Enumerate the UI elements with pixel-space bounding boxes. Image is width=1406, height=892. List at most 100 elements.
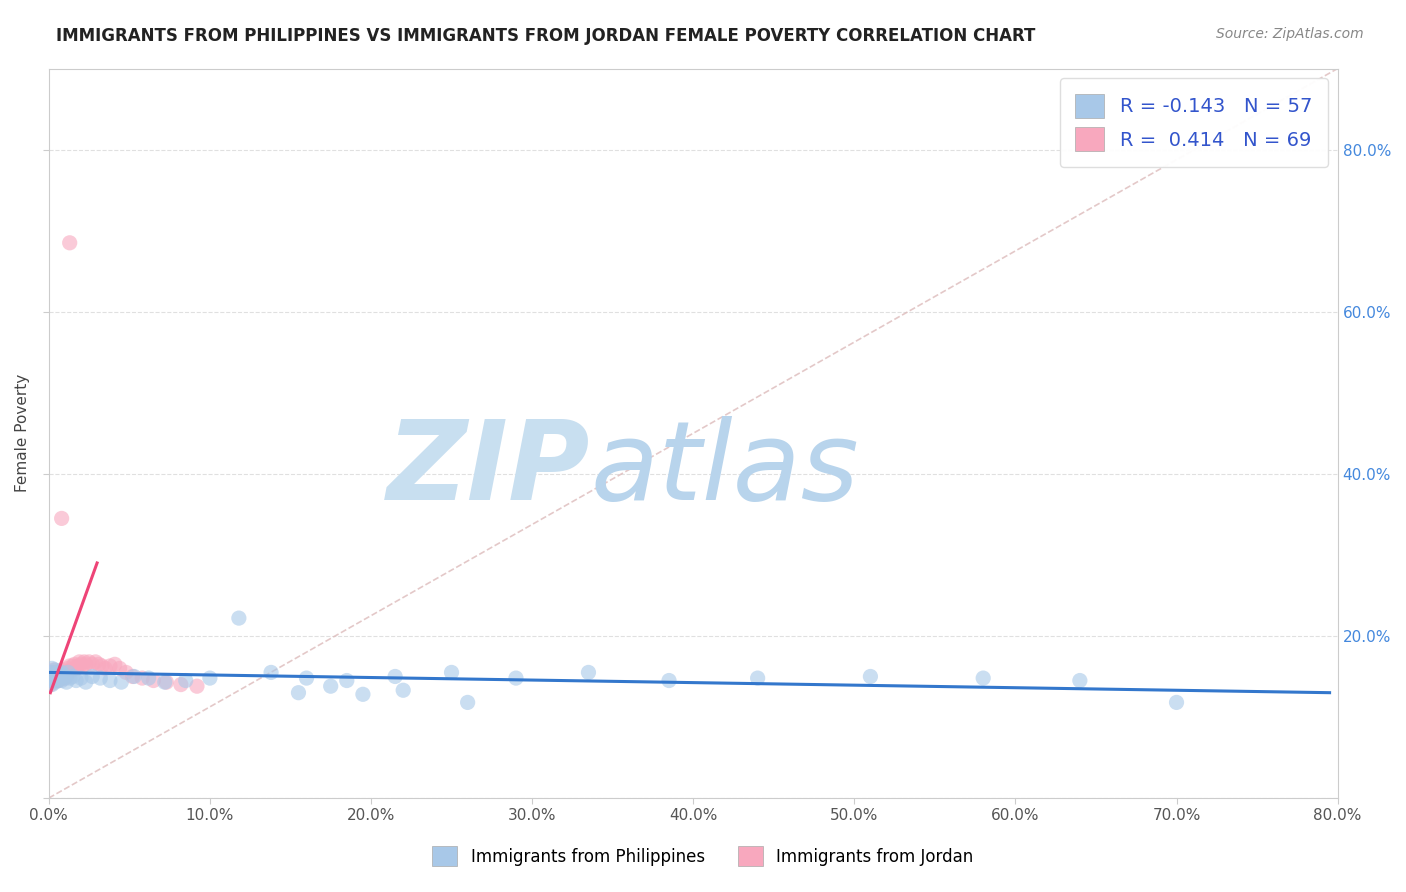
Point <box>67 655 90 669</box>
Point <box>260 665 283 680</box>
Point <box>52 669 75 683</box>
Point <box>48 671 70 685</box>
Point <box>384 669 406 683</box>
Point <box>39 677 62 691</box>
Text: ZIP: ZIP <box>387 417 591 524</box>
Point <box>39 671 62 685</box>
Legend: Immigrants from Philippines, Immigrants from Jordan: Immigrants from Philippines, Immigrants … <box>425 838 981 875</box>
Point <box>89 671 111 685</box>
Point <box>44 669 66 683</box>
Point <box>155 675 177 690</box>
Point <box>59 671 82 685</box>
Point <box>59 665 82 680</box>
Point <box>44 667 66 681</box>
Point <box>65 673 87 688</box>
Point <box>336 673 359 688</box>
Point <box>39 665 62 680</box>
Point <box>110 675 132 690</box>
Point <box>228 611 250 625</box>
Point <box>41 668 63 682</box>
Text: IMMIGRANTS FROM PHILIPPINES VS IMMIGRANTS FROM JORDAN FEMALE POVERTY CORRELATION: IMMIGRANTS FROM PHILIPPINES VS IMMIGRANT… <box>56 27 1036 45</box>
Point <box>90 659 112 673</box>
Point <box>82 657 104 672</box>
Point <box>75 675 97 690</box>
Point <box>138 671 160 685</box>
Point <box>39 673 62 688</box>
Point <box>55 675 77 690</box>
Point <box>51 511 73 525</box>
Point <box>186 679 208 693</box>
Point <box>747 671 769 685</box>
Point <box>41 669 63 683</box>
Point <box>49 671 72 685</box>
Point <box>44 671 66 685</box>
Point <box>72 659 94 673</box>
Y-axis label: Female Poverty: Female Poverty <box>15 374 30 492</box>
Point <box>972 671 994 685</box>
Legend: R = -0.143   N = 57, R =  0.414   N = 69: R = -0.143 N = 57, R = 0.414 N = 69 <box>1060 78 1327 167</box>
Point <box>59 235 82 250</box>
Point <box>70 671 93 685</box>
Point <box>319 679 342 693</box>
Point <box>45 673 67 688</box>
Point <box>142 673 165 688</box>
Point <box>41 661 63 675</box>
Point <box>62 659 84 673</box>
Point <box>53 671 76 685</box>
Point <box>41 677 63 691</box>
Point <box>49 671 72 685</box>
Point <box>56 665 79 680</box>
Point <box>287 686 309 700</box>
Point <box>75 657 97 672</box>
Point <box>174 673 197 688</box>
Point <box>42 673 65 688</box>
Point <box>62 669 84 683</box>
Point <box>65 661 87 675</box>
Point <box>45 669 67 683</box>
Point <box>48 673 70 688</box>
Point <box>198 671 221 685</box>
Point <box>60 663 83 677</box>
Point <box>44 663 66 677</box>
Point <box>48 673 70 688</box>
Point <box>170 677 193 691</box>
Point <box>122 669 145 683</box>
Point <box>42 663 65 677</box>
Point <box>392 683 415 698</box>
Point <box>457 695 479 709</box>
Point <box>51 667 73 681</box>
Point <box>52 665 75 680</box>
Point <box>108 661 131 675</box>
Point <box>51 665 73 680</box>
Point <box>94 661 117 675</box>
Point <box>70 657 93 672</box>
Point <box>51 671 73 685</box>
Point <box>45 668 67 682</box>
Point <box>87 657 110 672</box>
Point <box>505 671 527 685</box>
Point <box>295 671 318 685</box>
Point <box>658 673 681 688</box>
Point <box>1069 673 1091 688</box>
Point <box>42 669 65 683</box>
Point <box>84 655 107 669</box>
Point <box>63 657 86 672</box>
Point <box>42 671 65 685</box>
Point <box>51 673 73 688</box>
Point <box>42 668 65 682</box>
Point <box>41 673 63 688</box>
Point <box>53 671 76 685</box>
Point <box>1166 695 1188 709</box>
Point <box>41 669 63 683</box>
Text: Source: ZipAtlas.com: Source: ZipAtlas.com <box>1216 27 1364 41</box>
Point <box>53 665 76 680</box>
Point <box>48 667 70 681</box>
Point <box>48 669 70 683</box>
Point <box>56 661 79 675</box>
Point <box>42 673 65 688</box>
Point <box>77 655 100 669</box>
Point <box>49 667 72 681</box>
Point <box>59 659 82 673</box>
Point <box>352 687 374 701</box>
Point <box>42 671 65 685</box>
